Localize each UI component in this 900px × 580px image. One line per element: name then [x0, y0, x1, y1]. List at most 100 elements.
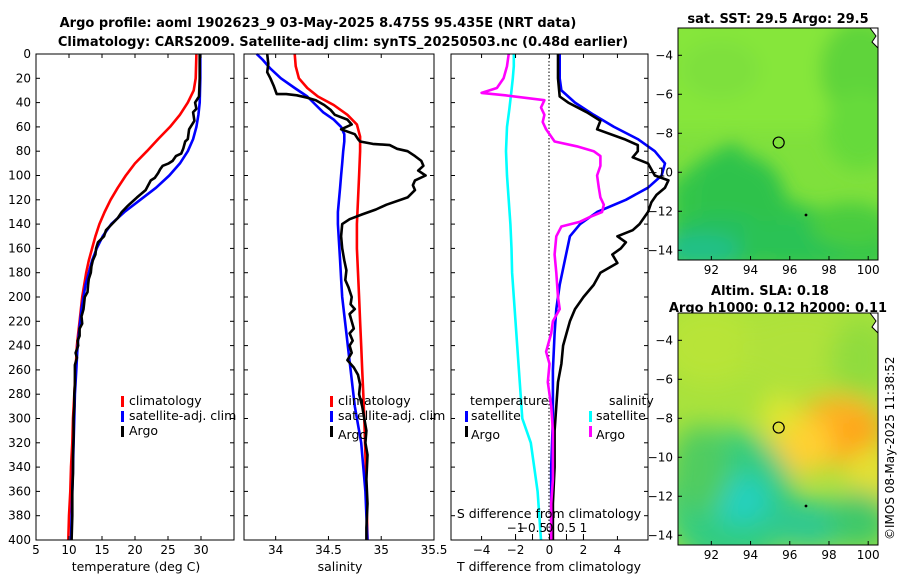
sla-map-title-line1: Altim. SLA: 0.18	[711, 284, 829, 299]
coastline	[869, 28, 878, 49]
y-tick-label: 360	[8, 484, 31, 498]
legend-label-satellite: satellite-adj. clim	[338, 408, 445, 423]
difference-legend: temperature salinity satellite Argo sate…	[465, 393, 654, 442]
series-line-argo	[265, 53, 427, 540]
y-tick-label: 60	[16, 120, 31, 134]
difference-y-tickmarks	[451, 53, 648, 541]
series-line-climatology	[293, 53, 369, 541]
temperature-series	[67, 53, 202, 541]
legend-label-argo: Argo	[129, 423, 158, 438]
lat-tick-label: −4	[655, 333, 673, 347]
salinity-series	[255, 53, 427, 541]
sla-map-title-line2: Argo h1000: 0.12 h2000: 0.11	[669, 301, 887, 316]
sla-map-longitude-ticks: 92 94 96 98 100	[704, 541, 880, 562]
sst-map-frame	[677, 27, 879, 261]
lat-tick-label: −10	[648, 450, 673, 464]
y-tick-label: 320	[8, 436, 31, 450]
sst-map-title: sat. SST: 29.5 Argo: 29.5	[687, 12, 868, 27]
island-dot	[804, 504, 808, 508]
series-line-s-satellite	[504, 54, 543, 541]
temperature-xlabel: temperature (deg C)	[72, 559, 201, 574]
x-tick-label: 25	[160, 543, 175, 557]
lat-tick-label: −4	[655, 48, 673, 62]
series-line-climatology	[67, 53, 198, 541]
series-line-satellite-adj-clim	[69, 54, 202, 541]
difference-series	[480, 53, 670, 541]
salinity-x-ticks: 34 34.5 35 35.5	[268, 54, 447, 557]
s-tick-label: 0.5	[557, 521, 576, 535]
series-line-s-argo	[480, 53, 606, 540]
figure-title-line2: Climatology: CARS2009. Satellite-adj cli…	[58, 35, 628, 50]
x-tick-label: −2	[507, 543, 525, 557]
salinity-panel: 34 34.5 35 35.5 salinity climatology satell…	[243, 53, 447, 574]
argo-position-marker	[772, 421, 785, 434]
lon-tick-label: 100	[857, 548, 880, 562]
y-tick-label: 220	[8, 314, 31, 328]
lon-tick-label: 94	[743, 263, 758, 277]
y-tick-label: 0	[23, 47, 31, 61]
lon-tick-label: 98	[821, 263, 836, 277]
x-tick-label: 34	[268, 543, 283, 557]
legend-label-climatology: climatology	[129, 393, 202, 408]
y-tick-label: 260	[8, 363, 31, 377]
legend-swatch-satellite	[330, 411, 333, 422]
legend-title-temperature: temperature	[470, 393, 549, 408]
s-difference-inner-ticks: −1−0.50 0.5 1	[507, 521, 588, 540]
lon-tick-label: 92	[704, 548, 719, 562]
temperature-legend: climatology satellite-adj. clim Argo	[121, 393, 236, 438]
salinity-legend: climatology satellite-adj. clim Argo	[330, 393, 445, 442]
y-tick-label: 140	[8, 217, 31, 231]
x-tick-label: 30	[193, 543, 208, 557]
legend-title-salinity: salinity	[609, 393, 654, 408]
legend-label-satellite: satellite-adj. clim	[129, 408, 236, 423]
s-difference-label: S difference from climatology	[457, 506, 642, 521]
salinity-axes	[243, 53, 435, 541]
y-tick-label: 40	[16, 96, 31, 110]
legend-swatch-t-satellite	[465, 411, 468, 422]
lat-tick-label: −6	[655, 372, 673, 386]
sst-map-latitude-ticks: −4 −6 −8 −10 −12 −14	[648, 48, 682, 257]
lat-tick-label: −12	[648, 489, 673, 503]
x-tick-label: 10	[61, 543, 76, 557]
sla-map-latitude-ticks: −4 −6 −8 −10 −12 −14	[648, 333, 682, 542]
series-line-t-satellite	[549, 54, 667, 540]
legend-swatch-s-satellite	[589, 411, 592, 422]
s-tick-label: 0	[546, 521, 554, 535]
coastline	[869, 313, 878, 334]
lat-tick-label: −12	[648, 204, 673, 218]
x-tick-label: 0	[546, 543, 554, 557]
series-line-satellite-adj-clim	[255, 53, 369, 541]
sla-heatmap	[678, 313, 878, 545]
s-tick-label: 1	[580, 521, 588, 535]
argo-position-marker	[772, 136, 785, 149]
x-tick-label: −4	[473, 543, 491, 557]
legend-swatch-t-argo	[465, 426, 468, 437]
y-tick-label: 160	[8, 241, 31, 255]
legend-label-t-argo: Argo	[471, 427, 500, 442]
y-tick-label: 340	[8, 460, 31, 474]
series-line-t-argo	[551, 54, 670, 540]
legend-label-s-argo: Argo	[596, 427, 625, 442]
lon-tick-label: 96	[782, 548, 797, 562]
legend-label-climatology: climatology	[338, 393, 411, 408]
legend-label-argo: Argo	[338, 427, 367, 442]
x-tick-label: 20	[127, 543, 142, 557]
lat-tick-label: −6	[655, 87, 673, 101]
s-tick-label: −1	[507, 521, 525, 535]
x-tick-label: 34.5	[315, 543, 342, 557]
s-tick-label: −0.5	[518, 521, 547, 535]
legend-swatch-argo	[121, 426, 124, 437]
legend-swatch-satellite	[121, 411, 124, 422]
lon-tick-label: 98	[821, 548, 836, 562]
sla-map-frame	[677, 312, 879, 546]
temperature-axes	[35, 53, 235, 541]
legend-swatch-argo	[330, 426, 333, 437]
lon-tick-label: 92	[704, 263, 719, 277]
y-tick-label: 180	[8, 266, 31, 280]
legend-swatch-s-argo	[589, 426, 592, 437]
legend-swatch-climatology	[121, 396, 124, 407]
y-tick-label: 280	[8, 387, 31, 401]
y-tick-label: 120	[8, 193, 31, 207]
legend-label-t-satellite: satellite	[471, 408, 521, 423]
